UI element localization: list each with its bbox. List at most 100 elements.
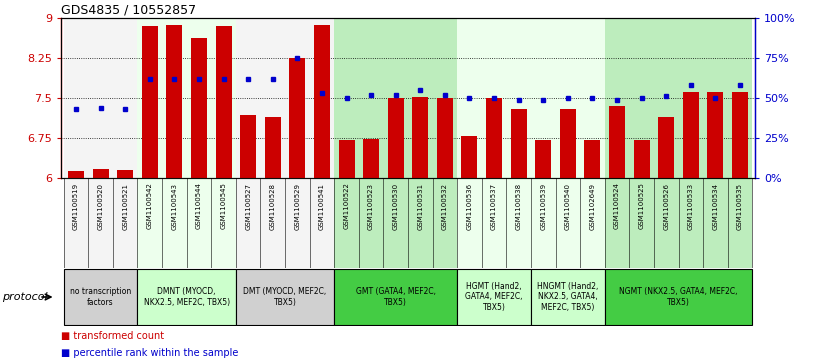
Text: GSM1100525: GSM1100525 (639, 183, 645, 229)
Text: GSM1100524: GSM1100524 (614, 183, 620, 229)
Bar (654, 178, 679, 268)
Bar (388, 98, 404, 178)
Bar (211, 18, 236, 178)
Bar (457, 269, 531, 325)
Bar (432, 18, 457, 178)
Bar (462, 136, 477, 178)
Bar (481, 178, 507, 268)
Bar (560, 109, 576, 178)
Bar (166, 25, 182, 178)
Text: ■ transformed count: ■ transformed count (61, 331, 164, 341)
Bar (187, 178, 211, 268)
Bar (580, 18, 605, 178)
Bar (215, 26, 232, 178)
Text: GSM1100544: GSM1100544 (196, 183, 202, 229)
Text: GSM1100539: GSM1100539 (540, 183, 546, 230)
Bar (142, 26, 157, 178)
Bar (240, 115, 256, 178)
Bar (236, 178, 260, 268)
Bar (609, 106, 625, 178)
Text: GSM1100538: GSM1100538 (516, 183, 521, 230)
Bar (236, 18, 260, 178)
Text: GSM1100535: GSM1100535 (737, 183, 743, 229)
Bar (290, 58, 305, 178)
Bar (486, 98, 502, 178)
Bar (363, 139, 379, 178)
Bar (260, 18, 285, 178)
Bar (556, 18, 580, 178)
Bar (314, 25, 330, 178)
Bar (137, 178, 162, 268)
Text: HNGMT (Hand2,
NKX2.5, GATA4,
MEF2C, TBX5): HNGMT (Hand2, NKX2.5, GATA4, MEF2C, TBX5… (537, 282, 599, 312)
Text: GSM1100530: GSM1100530 (392, 183, 399, 230)
Text: GSM1102649: GSM1102649 (589, 183, 596, 229)
Bar (629, 18, 654, 178)
Bar (68, 171, 84, 178)
Bar (535, 140, 552, 178)
Bar (531, 269, 605, 325)
Bar (88, 178, 113, 268)
Bar (654, 18, 679, 178)
Bar (707, 91, 724, 178)
Bar (507, 18, 531, 178)
Bar (137, 269, 236, 325)
Text: GSM1100537: GSM1100537 (491, 183, 497, 230)
Bar (531, 178, 556, 268)
Bar (384, 178, 408, 268)
Bar (507, 178, 531, 268)
Text: GSM1100523: GSM1100523 (368, 183, 374, 229)
Bar (437, 98, 453, 178)
Bar (408, 178, 432, 268)
Bar (457, 18, 481, 178)
Bar (683, 91, 698, 178)
Bar (118, 170, 133, 178)
Bar (335, 18, 359, 178)
Bar (584, 140, 601, 178)
Bar (679, 18, 703, 178)
Text: ■ percentile rank within the sample: ■ percentile rank within the sample (61, 348, 238, 358)
Bar (162, 18, 187, 178)
Bar (260, 178, 285, 268)
Text: GDS4835 / 10552857: GDS4835 / 10552857 (61, 4, 197, 17)
Text: GSM1100519: GSM1100519 (73, 183, 79, 230)
Text: GSM1100543: GSM1100543 (171, 183, 177, 229)
Bar (605, 18, 629, 178)
Bar (191, 38, 207, 178)
Text: GSM1100520: GSM1100520 (98, 183, 104, 229)
Text: GSM1100534: GSM1100534 (712, 183, 718, 229)
Text: GSM1100540: GSM1100540 (565, 183, 571, 229)
Bar (384, 18, 408, 178)
Bar (335, 178, 359, 268)
Text: GSM1100532: GSM1100532 (442, 183, 448, 229)
Text: HGMT (Hand2,
GATA4, MEF2C,
TBX5): HGMT (Hand2, GATA4, MEF2C, TBX5) (465, 282, 523, 312)
Bar (679, 178, 703, 268)
Bar (162, 178, 187, 268)
Text: GSM1100531: GSM1100531 (417, 183, 424, 230)
Bar (236, 269, 335, 325)
Bar (92, 169, 109, 178)
Text: GSM1100529: GSM1100529 (295, 183, 300, 229)
Bar (64, 18, 88, 178)
Bar (580, 178, 605, 268)
Bar (728, 18, 752, 178)
Bar (211, 178, 236, 268)
Bar (556, 178, 580, 268)
Bar (264, 117, 281, 178)
Bar (335, 269, 457, 325)
Bar (703, 18, 728, 178)
Text: GSM1100526: GSM1100526 (663, 183, 669, 229)
Bar (309, 18, 335, 178)
Bar (137, 18, 162, 178)
Text: GSM1100521: GSM1100521 (122, 183, 128, 229)
Bar (605, 178, 629, 268)
Bar (64, 178, 88, 268)
Text: GSM1100536: GSM1100536 (467, 183, 472, 230)
Text: no transcription
factors: no transcription factors (70, 287, 131, 307)
Text: GSM1100533: GSM1100533 (688, 183, 694, 230)
Bar (457, 178, 481, 268)
Bar (511, 109, 526, 178)
Bar (339, 140, 354, 178)
Text: DMT (MYOCD, MEF2C,
TBX5): DMT (MYOCD, MEF2C, TBX5) (243, 287, 326, 307)
Bar (285, 178, 309, 268)
Text: NGMT (NKX2.5, GATA4, MEF2C,
TBX5): NGMT (NKX2.5, GATA4, MEF2C, TBX5) (619, 287, 738, 307)
